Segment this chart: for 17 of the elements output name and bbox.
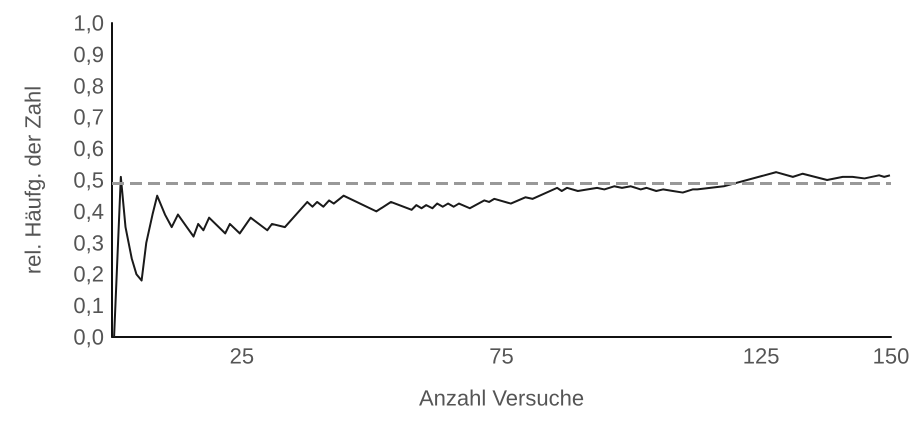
y-tick-label: 0,6 — [73, 136, 104, 162]
y-tick-label: 0,4 — [73, 198, 104, 224]
y-tick-label: 0,1 — [73, 293, 104, 318]
y-tick-label: 0,5 — [73, 168, 104, 192]
x-tick-label: 75 — [489, 344, 514, 368]
y-tick-label: 0,7 — [73, 104, 104, 130]
y-tick-label: 0,3 — [73, 230, 104, 256]
y-tick-label: 0,8 — [73, 73, 104, 98]
y-tick-label: 0,9 — [73, 42, 104, 67]
x-tick-label: 125 — [742, 344, 780, 368]
x-axis-title: Anzahl Versuche — [418, 386, 584, 410]
x-tick-label: 150 — [872, 344, 910, 368]
y-tick-label: 1,0 — [73, 10, 104, 36]
x-tick-label: 25 — [230, 344, 254, 368]
y-axis-title: rel. Häufg. der Zahl — [20, 86, 46, 274]
y-tick-label: 0,2 — [73, 262, 104, 287]
y-tick-label: 0,0 — [73, 324, 104, 350]
